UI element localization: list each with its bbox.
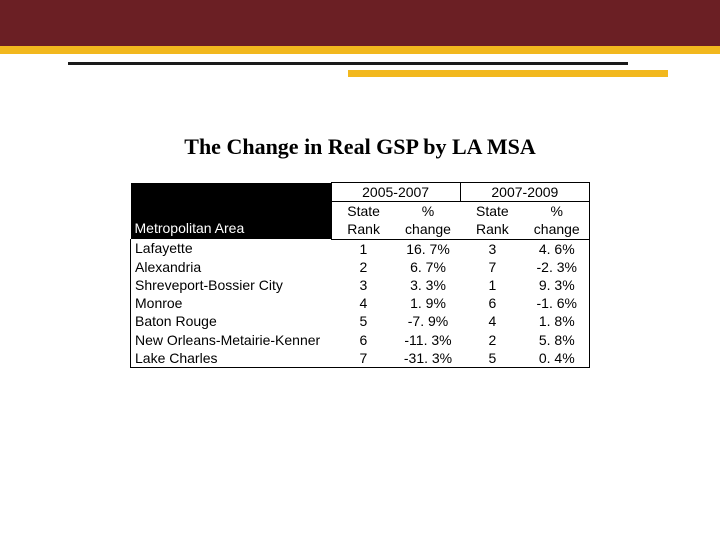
- cell-change2: 0. 4%: [525, 349, 590, 368]
- table-row: Alexandria 2 6. 7% 7 -2. 3%: [131, 258, 590, 276]
- cell-rank1: 7: [331, 349, 396, 368]
- table-row: Baton Rouge 5 -7. 9% 4 1. 8%: [131, 312, 590, 330]
- subhead-change-2: % change: [525, 202, 590, 239]
- period-header-2: 2007-2009: [460, 183, 589, 202]
- band-gold: [0, 46, 720, 54]
- cell-change2: -2. 3%: [525, 258, 590, 276]
- cell-area: Baton Rouge: [131, 312, 332, 330]
- table-row: New Orleans-Metairie-Kenner 6 -11. 3% 2 …: [131, 331, 590, 349]
- header-band: [0, 0, 720, 70]
- cell-rank2: 4: [460, 312, 524, 330]
- table-row: Monroe 4 1. 9% 6 -1. 6%: [131, 294, 590, 312]
- cell-area: Lafayette: [131, 239, 332, 258]
- cell-area: Shreveport-Bossier City: [131, 276, 332, 294]
- cell-rank2: 1: [460, 276, 524, 294]
- cell-change1: -11. 3%: [396, 331, 460, 349]
- gsp-table-body: Lafayette 1 16. 7% 3 4. 6% Alexandria 2 …: [131, 239, 590, 367]
- cell-rank2: 2: [460, 331, 524, 349]
- cell-change2: -1. 6%: [525, 294, 590, 312]
- cell-change1: 3. 3%: [396, 276, 460, 294]
- cell-rank1: 2: [331, 258, 396, 276]
- cell-rank1: 4: [331, 294, 396, 312]
- subhead-rank-1: State Rank: [331, 202, 396, 239]
- cell-rank2: 6: [460, 294, 524, 312]
- gsp-table: 2005-2007 2007-2009 Metropolitan Area St…: [130, 182, 590, 368]
- cell-rank1: 1: [331, 239, 396, 258]
- cell-rank1: 5: [331, 312, 396, 330]
- subhead-rank-2: State Rank: [460, 202, 524, 239]
- cell-change1: 16. 7%: [396, 239, 460, 258]
- underline-dark: [68, 62, 628, 65]
- cell-change1: -7. 9%: [396, 312, 460, 330]
- cell-change1: 1. 9%: [396, 294, 460, 312]
- table-row: Lake Charles 7 -31. 3% 5 0. 4%: [131, 349, 590, 368]
- table-row: Lafayette 1 16. 7% 3 4. 6%: [131, 239, 590, 258]
- cell-area: Alexandria: [131, 258, 332, 276]
- subhead-change-1: % change: [396, 202, 460, 239]
- cell-change2: 4. 6%: [525, 239, 590, 258]
- cell-rank2: 3: [460, 239, 524, 258]
- corner-blank: [131, 183, 332, 202]
- cell-area: New Orleans-Metairie-Kenner: [131, 331, 332, 349]
- cell-change1: -31. 3%: [396, 349, 460, 368]
- period-header-1: 2005-2007: [331, 183, 460, 202]
- gsp-table-container: 2005-2007 2007-2009 Metropolitan Area St…: [130, 182, 590, 368]
- cell-change2: 5. 8%: [525, 331, 590, 349]
- cell-rank2: 7: [460, 258, 524, 276]
- cell-area: Monroe: [131, 294, 332, 312]
- cell-rank1: 3: [331, 276, 396, 294]
- cell-change1: 6. 7%: [396, 258, 460, 276]
- cell-area: Lake Charles: [131, 349, 332, 368]
- cell-rank1: 6: [331, 331, 396, 349]
- cell-change2: 1. 8%: [525, 312, 590, 330]
- cell-rank2: 5: [460, 349, 524, 368]
- cell-change2: 9. 3%: [525, 276, 590, 294]
- underline-gold-secondary: [348, 70, 668, 77]
- table-row: Shreveport-Bossier City 3 3. 3% 1 9. 3%: [131, 276, 590, 294]
- area-header: Metropolitan Area: [131, 202, 332, 239]
- slide-title: The Change in Real GSP by LA MSA: [0, 134, 720, 160]
- band-maroon: [0, 0, 720, 46]
